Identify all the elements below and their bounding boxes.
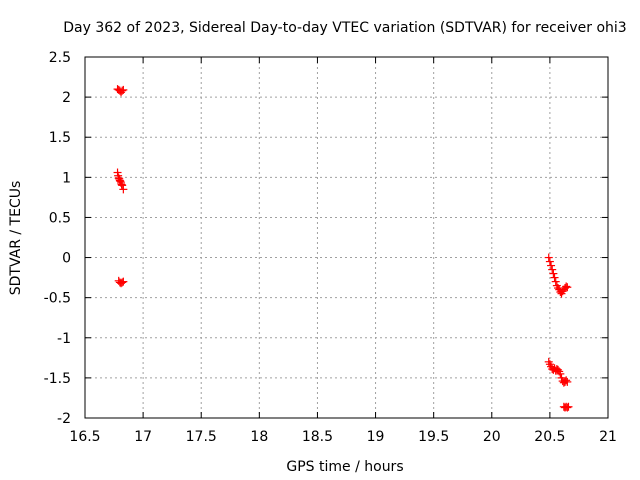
plot-area-border (84, 56, 609, 419)
x-tick-label: 19 (367, 429, 385, 445)
x-tick-label: 17 (134, 429, 152, 445)
data-point (118, 278, 127, 287)
y-tick-label: 2 (62, 90, 71, 106)
axis-ticks: 16.5 17 17.5 18 18.5 19 19.5 20 20.5 21 2.5 2 1.5 1 0.… (44, 50, 617, 445)
x-tick-label: 19.5 (418, 429, 449, 445)
y-tick-label: 1 (62, 170, 71, 186)
y-tick-label: -2 (57, 411, 71, 427)
data-point (118, 181, 127, 190)
data-point (556, 369, 565, 378)
x-tick-label: 18 (250, 429, 268, 445)
x-tick-label: 17.5 (186, 429, 217, 445)
x-tick-label: 18.5 (302, 429, 333, 445)
x-axis-label: GPS time / hours (286, 459, 403, 475)
x-tick-label: 21 (599, 429, 617, 445)
data-point (563, 377, 572, 386)
data-point (119, 185, 128, 194)
data-point (548, 265, 557, 274)
grid-lines (85, 57, 608, 418)
data-point (563, 283, 572, 292)
data-point (564, 402, 573, 411)
data-point (545, 257, 554, 266)
data-point (119, 85, 128, 94)
data-point (551, 277, 560, 286)
data-point (562, 376, 571, 385)
y-tick-label: 0.5 (49, 210, 71, 226)
data-point (563, 403, 572, 412)
x-tick-label: 16.5 (69, 429, 100, 445)
y-tick-label: -1.5 (44, 371, 71, 387)
y-tick-label: 1.5 (49, 130, 71, 146)
y-tick-label: 2.5 (49, 50, 71, 66)
data-point (554, 284, 563, 293)
x-tick-label: 20 (483, 429, 501, 445)
x-tick-label: 20.5 (534, 429, 565, 445)
y-tick-label: 0 (62, 251, 71, 267)
data-point (554, 365, 563, 374)
data-point (550, 273, 559, 282)
data-point (119, 277, 128, 286)
data-point (544, 253, 553, 262)
data-point (118, 86, 127, 95)
data-point (547, 261, 556, 270)
chart-title: Day 362 of 2023, Sidereal Day-to-day VTE… (63, 20, 626, 36)
y-axis-label: SDTVAR / TECUs (8, 181, 24, 296)
y-tick-label: -0.5 (44, 291, 71, 307)
data-point (562, 282, 571, 291)
y-tick-label: -1 (57, 331, 71, 347)
data-point (549, 269, 558, 278)
data-points (113, 85, 573, 412)
